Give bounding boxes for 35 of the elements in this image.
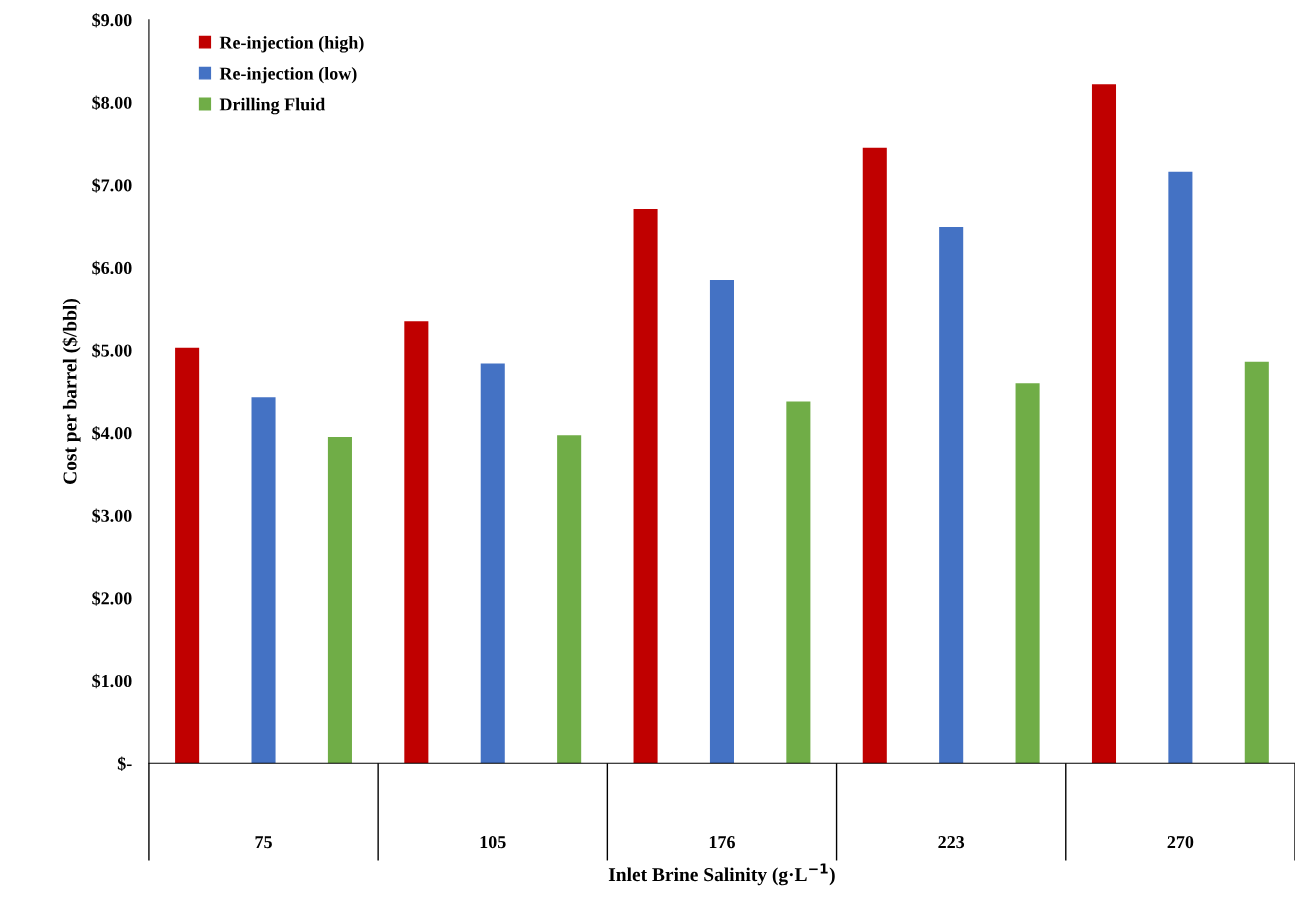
bar (251, 397, 276, 764)
y-tick-label: $- (117, 756, 132, 771)
y-axis-title: Cost per barrel ($/bbl) (62, 299, 81, 484)
x-axis-title: Inlet Brine Salinity (g·L$^{−1}$) (608, 863, 835, 886)
bar (1015, 383, 1040, 764)
y-tick-label: $2.00 (92, 591, 132, 606)
y-tick-label: $1.00 (92, 673, 132, 689)
legend-label: Re-injection (low) (219, 66, 357, 84)
x-tick-label: 176 (709, 836, 735, 849)
bar (175, 347, 200, 764)
bar (709, 279, 734, 764)
legend-label: Drilling Fluid (219, 97, 326, 115)
y-tick-label: $9.00 (92, 12, 132, 28)
y-tick-label: $3.00 (92, 508, 132, 524)
x-tick-label: 75 (255, 836, 272, 849)
y-tick-label: $6.00 (92, 260, 132, 276)
bar (633, 208, 658, 764)
x-tick-label: 270 (1167, 836, 1194, 849)
bar (1168, 171, 1193, 764)
bar (557, 435, 582, 764)
bar (862, 147, 887, 764)
bar (327, 436, 352, 764)
legend-label: Re-injection (high) (219, 36, 364, 53)
y-tick-label: $4.00 (92, 426, 132, 441)
bar (1091, 84, 1117, 764)
y-tick-label: $7.00 (92, 178, 132, 193)
bar (404, 321, 429, 764)
bar (939, 227, 964, 764)
x-tick-label: 223 (938, 836, 965, 849)
y-tick-label: $8.00 (92, 95, 132, 111)
x-tick-label: 105 (480, 836, 506, 849)
y-tick-label: $5.00 (92, 343, 132, 358)
bar (1244, 361, 1269, 764)
bar (786, 401, 811, 764)
bar (480, 363, 505, 764)
